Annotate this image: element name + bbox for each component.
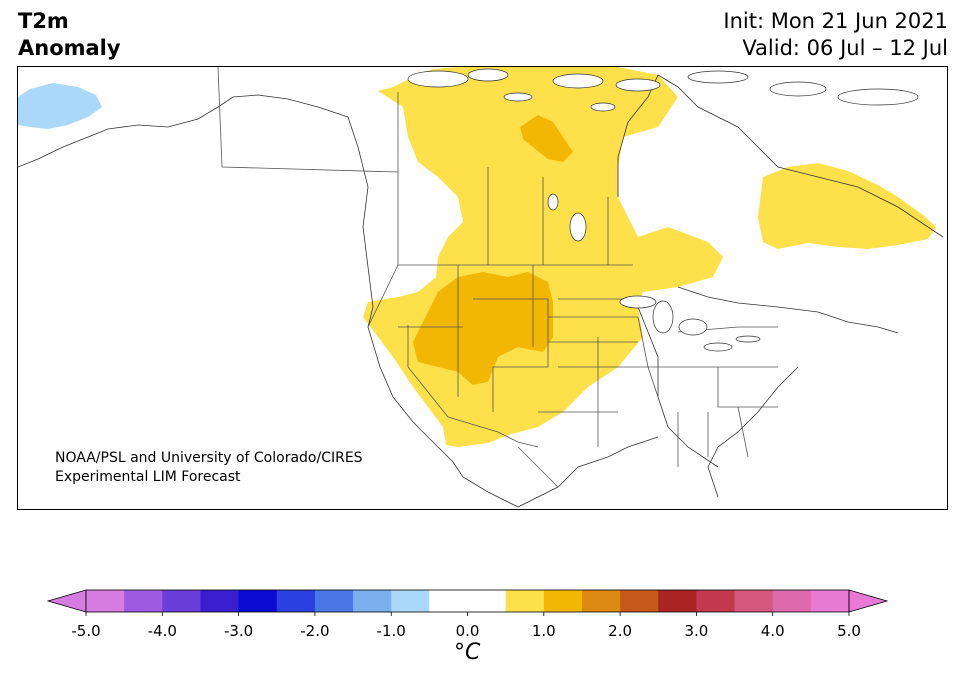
anomaly-label: Anomaly bbox=[18, 36, 121, 60]
colorbar-segment bbox=[581, 590, 621, 612]
colorbar-segment bbox=[353, 590, 392, 612]
colorbar-tick-label: -2.0 bbox=[300, 622, 330, 640]
credit-line-2: Experimental LIM Forecast bbox=[55, 469, 241, 485]
colorbar-tick-label: 0.0 bbox=[455, 622, 480, 640]
lakes bbox=[547, 193, 761, 352]
colorbar-segment bbox=[505, 590, 545, 612]
colorbar-segment bbox=[467, 590, 507, 612]
forecast-dates: Init: Mon 21 Jun 2021 Valid: 06 Jul – 12… bbox=[723, 8, 948, 62]
cool-anomaly-alaska bbox=[18, 83, 102, 129]
map-title: T2m Anomaly bbox=[18, 8, 121, 62]
colorbar-segment bbox=[543, 590, 583, 612]
colorbar-tick-label: -3.0 bbox=[223, 622, 254, 640]
colorbar-segment bbox=[391, 590, 430, 612]
colorbar-segment bbox=[772, 590, 812, 612]
colorbar bbox=[46, 589, 889, 616]
valid-dates: Valid: 06 Jul – 12 Jul bbox=[742, 36, 948, 60]
colorbar-segment bbox=[429, 590, 468, 612]
colorbar-tick-label: 4.0 bbox=[760, 622, 785, 640]
colorbar-tick-label: -4.0 bbox=[147, 622, 177, 640]
credit-line-1: NOAA/PSL and University of Colorado/CIRE… bbox=[55, 450, 363, 466]
data-credit: NOAA/PSL and University of Colorado/CIRE… bbox=[55, 449, 363, 487]
colorbar-segment bbox=[276, 590, 316, 612]
warm-core-canada bbox=[520, 115, 573, 162]
arctic-islands bbox=[407, 68, 919, 112]
colorbar-segment bbox=[86, 590, 125, 612]
colorbar-tick-label: 3.0 bbox=[684, 622, 709, 640]
colorbar-min-extend bbox=[46, 589, 87, 613]
warm-anomaly-east-canada bbox=[758, 163, 936, 249]
colorbar-segment bbox=[238, 590, 278, 612]
colorbar-tick-label: 2.0 bbox=[608, 622, 633, 640]
colorbar-segment bbox=[810, 590, 850, 612]
political-boundaries bbox=[217, 67, 778, 488]
init-date: Init: Mon 21 Jun 2021 bbox=[723, 9, 948, 33]
colorbar-segment bbox=[734, 590, 774, 612]
colorbar-segment bbox=[200, 590, 240, 612]
colorbar-segment bbox=[620, 590, 659, 612]
colorbar-segment bbox=[124, 590, 163, 612]
colorbar-segment bbox=[658, 590, 697, 612]
map-svg bbox=[18, 67, 944, 508]
warm-core-rockies bbox=[413, 272, 553, 385]
map-panel bbox=[17, 66, 948, 510]
colorbar-max-extend bbox=[848, 589, 889, 613]
colorbar-segment bbox=[162, 590, 201, 612]
colorbar-tick-label: -1.0 bbox=[376, 622, 406, 640]
colorbar-unit-label: °C bbox=[454, 640, 481, 665]
variable-label: T2m bbox=[18, 9, 69, 33]
colorbar-segment bbox=[696, 590, 736, 612]
colorbar-segment bbox=[314, 590, 354, 612]
colorbar-tick-label: -5.0 bbox=[71, 622, 101, 640]
colorbar-tick-label: 5.0 bbox=[837, 622, 861, 640]
colorbar-tick-label: 1.0 bbox=[531, 622, 556, 640]
